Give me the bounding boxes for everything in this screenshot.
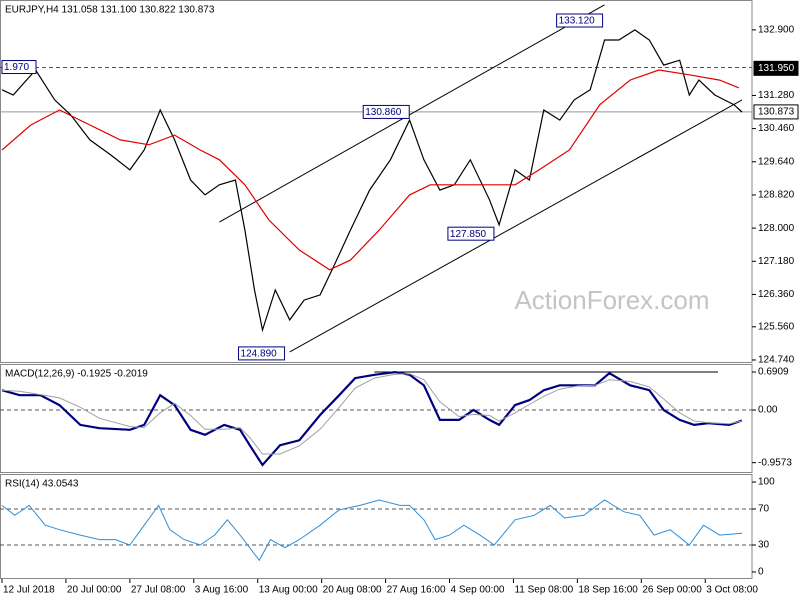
y-tick-label: 0.00 bbox=[758, 405, 778, 416]
annotation-box bbox=[1, 60, 37, 75]
series-line bbox=[1, 373, 743, 455]
y-tick-label: 130.460 bbox=[758, 123, 795, 134]
watermark: ActionForex.com bbox=[514, 285, 709, 315]
price-tag bbox=[753, 60, 799, 76]
x-tick-label: 4 Sep 00:00 bbox=[451, 585, 505, 596]
price-tag bbox=[753, 104, 799, 120]
series-line bbox=[1, 370, 743, 467]
y-tick-label: 127.180 bbox=[758, 256, 795, 267]
y-tick-label: -0.9573 bbox=[758, 457, 792, 468]
x-tick-label: 20 Jul 00:00 bbox=[67, 585, 122, 596]
x-tick-label: 12 Jul 2018 bbox=[3, 585, 55, 596]
panel-title: MACD(12,26,9) -0.1925 -0.2019 bbox=[5, 369, 148, 380]
x-tick-label: 26 Sep 00:00 bbox=[642, 585, 702, 596]
y-tick-label: 126.360 bbox=[758, 289, 795, 300]
x-tick-label: 11 Sep 08:00 bbox=[514, 585, 573, 596]
trendline bbox=[219, 4, 605, 223]
panel-title: EURJPY,H4 131.058 131.100 130.822 130.87… bbox=[5, 5, 215, 16]
y-tick-label: 0.6909 bbox=[758, 367, 789, 378]
annotation: 1.970 bbox=[4, 62, 29, 73]
panel-title: RSI(14) 43.0543 bbox=[5, 479, 79, 490]
annotation-box bbox=[556, 13, 604, 28]
annotation-box bbox=[238, 346, 286, 361]
y-tick-label: 125.560 bbox=[758, 321, 795, 332]
annotation-box bbox=[362, 104, 410, 119]
annotation: 130.860 bbox=[365, 107, 402, 118]
x-tick-label: 27 Jul 08:00 bbox=[131, 585, 186, 596]
y-tick-label: 124.740 bbox=[758, 355, 795, 366]
x-tick-label: 20 Aug 08:00 bbox=[323, 585, 382, 596]
y-tick-label: 0 bbox=[758, 567, 764, 578]
series-line bbox=[1, 69, 740, 271]
x-tick-label: 27 Aug 16:00 bbox=[387, 585, 446, 596]
annotation-box bbox=[447, 226, 495, 241]
y-tick-label: 131.280 bbox=[758, 90, 795, 101]
annotation: 133.120 bbox=[559, 16, 596, 27]
price-tag-label: 131.950 bbox=[758, 63, 795, 74]
panel-frame bbox=[0, 474, 753, 579]
price-tag-label: 130.873 bbox=[758, 107, 795, 118]
x-tick-label: 13 Aug 00:00 bbox=[259, 585, 318, 596]
panel-frame bbox=[0, 364, 753, 473]
panel-frame bbox=[0, 0, 753, 363]
annotation: 127.850 bbox=[450, 229, 487, 240]
y-tick-label: 128.820 bbox=[758, 190, 795, 201]
x-tick-label: 18 Sep 16:00 bbox=[578, 585, 638, 596]
y-tick-label: 100 bbox=[758, 477, 775, 488]
y-tick-label: 30 bbox=[758, 540, 770, 551]
y-tick-label: 129.640 bbox=[758, 156, 795, 167]
annotation: 124.890 bbox=[241, 349, 278, 360]
series-line bbox=[1, 499, 743, 562]
x-tick-label: 3 Oct 08:00 bbox=[706, 585, 758, 596]
y-tick-label: 70 bbox=[758, 504, 770, 515]
y-tick-label: 132.900 bbox=[758, 25, 795, 36]
trendline bbox=[289, 99, 743, 353]
y-tick-label: 128.000 bbox=[758, 223, 795, 234]
series-line bbox=[1, 29, 743, 333]
x-tick-label: 3 Aug 16:00 bbox=[195, 585, 249, 596]
